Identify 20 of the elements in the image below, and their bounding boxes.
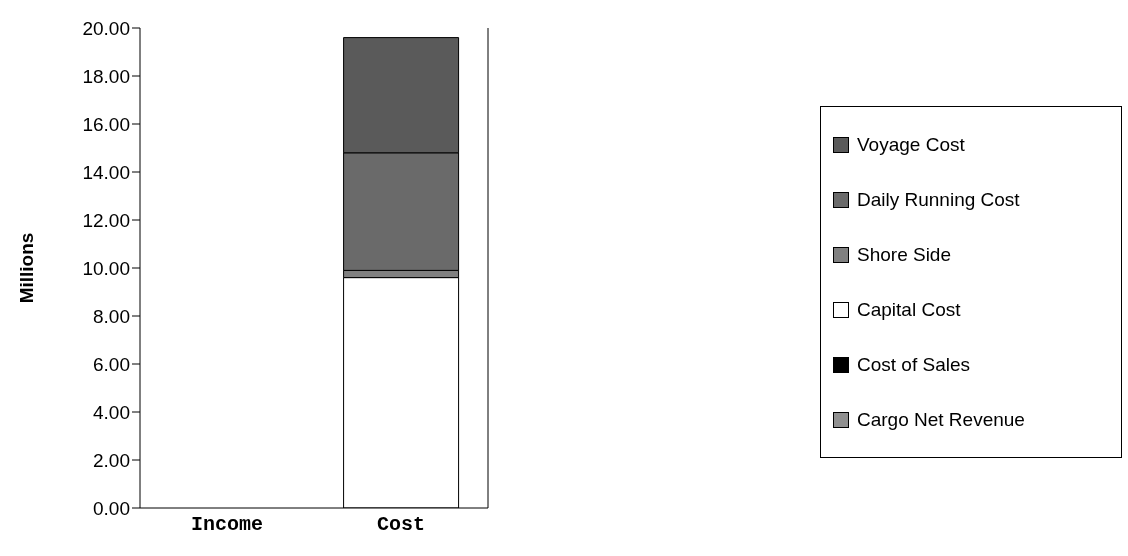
- y-tick-label: 2.00: [93, 449, 130, 471]
- x-tick-label: Income: [190, 513, 264, 537]
- y-tick-label: 10.00: [82, 257, 130, 279]
- y-tick-label: 6.00: [93, 353, 130, 375]
- y-tick-label: 8.00: [93, 305, 130, 327]
- y-tick-label: 0.00: [93, 497, 130, 519]
- y-tick-label: 18.00: [82, 65, 130, 87]
- legend-label: Cargo Net Revenue: [857, 408, 1025, 431]
- legend-label: Voyage Cost: [857, 133, 965, 156]
- y-tick-label: 20.00: [82, 17, 130, 39]
- x-tick-label: Cost: [376, 513, 426, 537]
- y-tick-label: 4.00: [93, 401, 130, 423]
- y-tick-label: 16.00: [82, 113, 130, 135]
- legend-label: Capital Cost: [857, 298, 961, 321]
- y-tick-label: 14.00: [82, 161, 130, 183]
- legend-label: Shore Side: [857, 243, 952, 266]
- y-axis-title: Millions: [15, 232, 37, 304]
- legend-label: Cost of Sales: [857, 353, 970, 376]
- y-tick-label: 12.00: [82, 209, 130, 231]
- legend-label: Daily Running Cost: [857, 188, 1020, 211]
